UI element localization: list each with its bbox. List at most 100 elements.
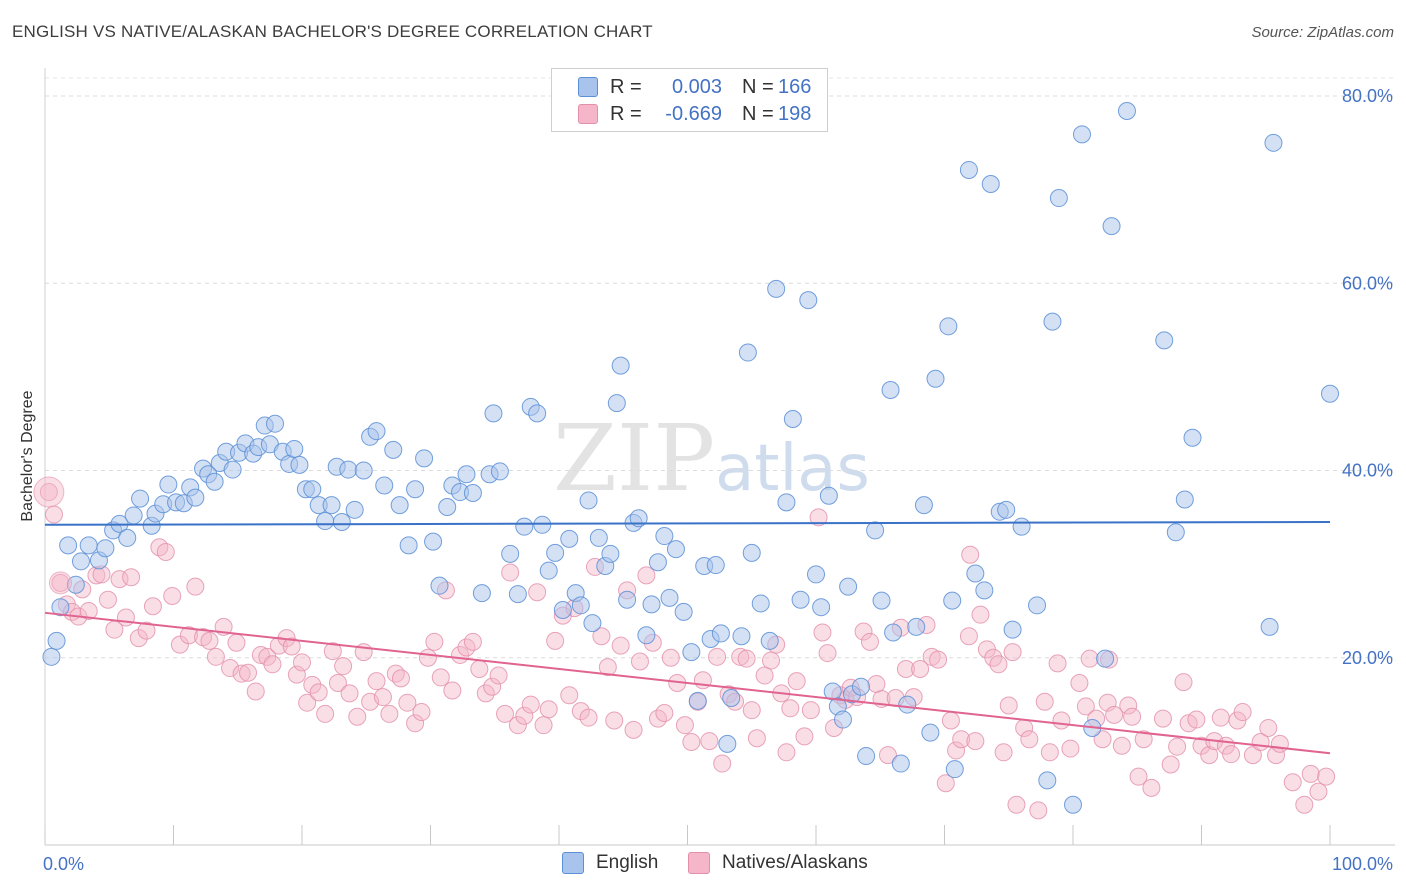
english-point: [660, 588, 679, 607]
native-point: [44, 505, 63, 524]
native-point: [1061, 739, 1080, 758]
english-point: [637, 626, 656, 645]
native-point: [1119, 696, 1138, 715]
english-point: [777, 493, 796, 512]
native-point: [1048, 654, 1067, 673]
native-point: [489, 666, 508, 685]
native-point: [1187, 710, 1206, 729]
native-point: [708, 647, 727, 666]
native-point: [1233, 703, 1252, 722]
native-point: [1129, 767, 1148, 786]
english-point: [59, 536, 78, 555]
native-point: [186, 577, 205, 596]
english-point: [553, 601, 572, 620]
native-point: [1211, 708, 1230, 727]
native-point: [731, 647, 750, 666]
native-point: [470, 659, 489, 678]
native-point: [999, 696, 1018, 715]
english-point: [945, 760, 964, 779]
english-point: [943, 591, 962, 610]
native-point: [232, 664, 251, 683]
english-point: [966, 564, 985, 583]
native-point: [239, 663, 258, 682]
native-point: [1093, 730, 1112, 749]
native-point: [747, 729, 766, 748]
english-point: [332, 512, 351, 531]
english-point: [718, 734, 737, 753]
watermark-zip: ZIP: [553, 405, 716, 512]
english-point: [1028, 596, 1047, 615]
english-point: [751, 594, 770, 613]
native-point: [1052, 711, 1071, 730]
native-point: [1317, 767, 1336, 786]
native-point: [1174, 673, 1193, 692]
english-point: [424, 532, 443, 551]
english-point: [266, 414, 285, 433]
legend-row-english: R = 0.003 N = 166: [552, 74, 828, 100]
native-point: [742, 701, 761, 720]
english-point: [959, 160, 978, 179]
english-point: [839, 577, 858, 596]
native-point: [929, 650, 948, 669]
native-point: [878, 746, 897, 765]
english-point: [186, 488, 205, 507]
native-trend-line: [44, 611, 1331, 755]
native-point: [1035, 692, 1054, 711]
native-point: [1259, 718, 1278, 737]
english-point: [666, 540, 685, 559]
native-point: [398, 693, 417, 712]
native-point: [989, 655, 1008, 674]
native-point: [179, 626, 198, 645]
english-point: [711, 624, 730, 643]
legend-label-english: English: [596, 852, 659, 873]
english-point: [472, 584, 491, 603]
native-point: [298, 693, 317, 712]
native-point: [282, 637, 301, 656]
english-point: [533, 515, 552, 534]
native-point: [373, 688, 392, 707]
english-point: [303, 480, 322, 499]
native-point: [431, 668, 450, 687]
native-point: [515, 706, 534, 725]
native-point: [534, 716, 553, 735]
native-point: [425, 632, 444, 651]
english-point: [438, 498, 457, 517]
native-point: [1076, 697, 1095, 716]
english-point: [1038, 771, 1057, 790]
native-point: [801, 701, 820, 720]
english-point: [1117, 101, 1136, 120]
english-point: [484, 404, 503, 423]
english-point: [457, 465, 476, 484]
legend-n-label: N =: [742, 75, 774, 98]
native-point: [122, 568, 141, 587]
native-point: [287, 665, 306, 684]
english-point: [611, 356, 630, 375]
english-point: [316, 512, 335, 531]
native-point: [1228, 711, 1247, 730]
english-point: [881, 380, 900, 399]
english-point: [390, 496, 409, 515]
legend-item-english[interactable]: English: [562, 852, 658, 874]
legend-item-natives[interactable]: Natives/Alaskans: [688, 852, 868, 874]
native-point: [994, 743, 1013, 762]
english-point: [1183, 428, 1202, 447]
english-point: [539, 561, 558, 580]
native-point: [952, 730, 971, 749]
english-point: [406, 480, 425, 499]
english-point: [571, 596, 590, 615]
english-point: [1072, 125, 1091, 144]
native-point: [1222, 745, 1241, 764]
y-tick-label: 20.0%: [1342, 648, 1393, 668]
english-point: [339, 460, 358, 479]
english-point: [1175, 490, 1194, 509]
native-point: [1080, 649, 1099, 668]
native-point: [809, 508, 828, 527]
x-tick-label-min: 0.0%: [43, 854, 84, 874]
native-point: [936, 774, 955, 793]
english-point: [997, 500, 1016, 519]
native-point: [675, 716, 694, 735]
english-point: [607, 394, 626, 413]
y-tick-label: 60.0%: [1342, 273, 1393, 293]
native-point: [1020, 730, 1039, 749]
